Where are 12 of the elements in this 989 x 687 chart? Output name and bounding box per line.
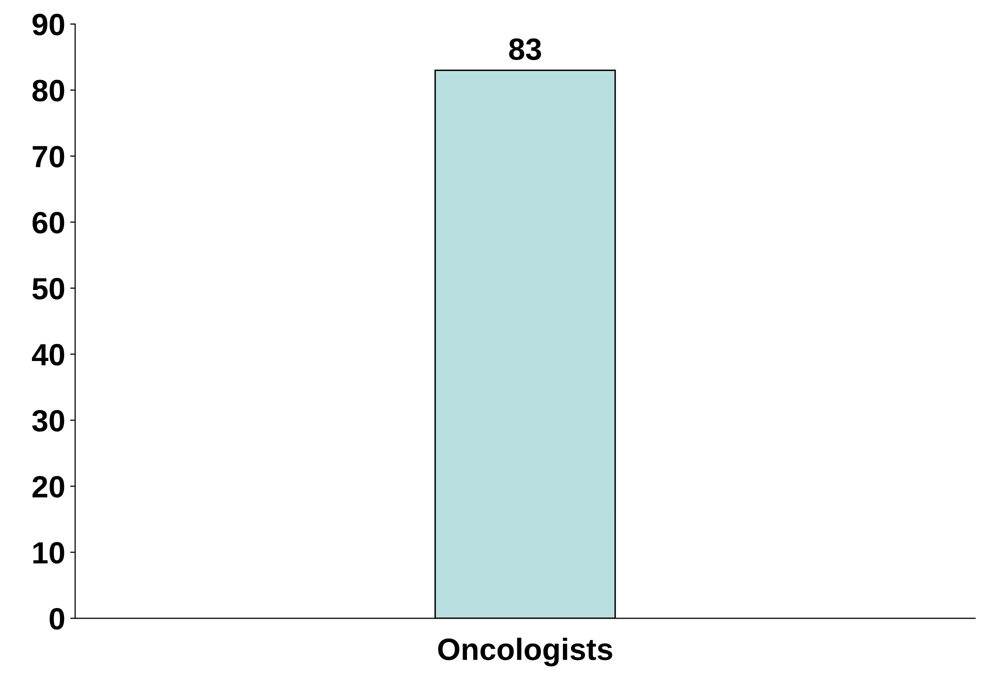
y-tick-label: 10: [33, 542, 64, 564]
y-tick-label: 20: [32, 476, 64, 498]
data-label: 83: [509, 38, 542, 60]
y-tick-label: 0: [50, 608, 64, 630]
y-tick-label: 70: [32, 146, 64, 168]
y-tick-label: 90: [32, 14, 64, 36]
y-tick-label: 40: [32, 344, 64, 366]
x-tick-label: Oncologists: [438, 638, 612, 666]
y-tick-label: 30: [32, 410, 64, 432]
y-tick-label: 50: [32, 278, 64, 300]
y-tick-label: 60: [32, 212, 64, 234]
y-tick-label: 80: [32, 80, 64, 102]
